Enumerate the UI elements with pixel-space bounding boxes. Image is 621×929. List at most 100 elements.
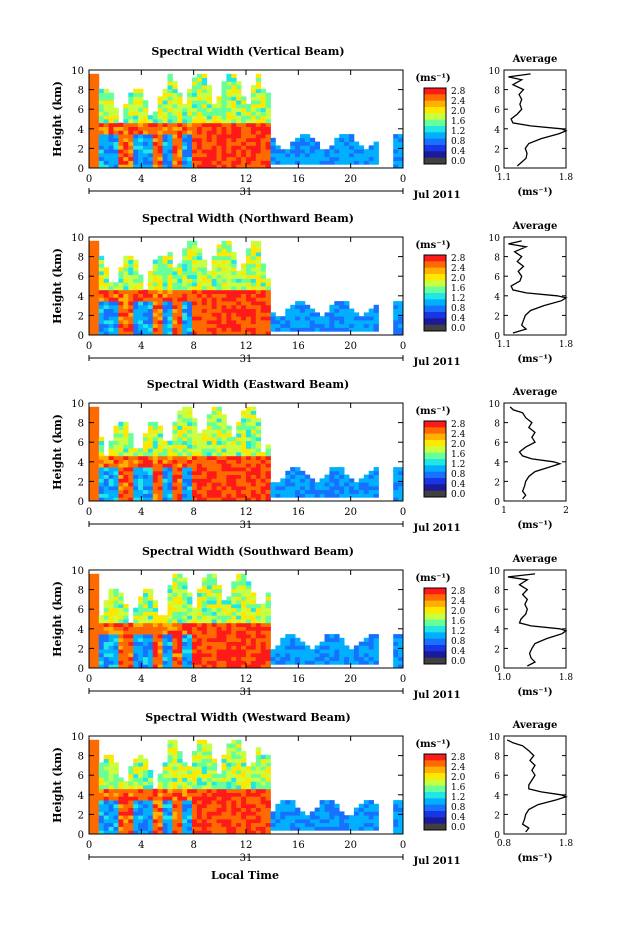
heatmap-cell (196, 758, 203, 763)
heatmap-cell (221, 119, 227, 124)
panel-2: Spectral Width (Eastward Beam)0246810Hei… (51, 378, 569, 534)
heatmap-cell (363, 649, 370, 654)
heatmap-cell (89, 630, 95, 635)
heatmap-cell (108, 96, 114, 101)
heatmap-cell (216, 455, 222, 460)
heatmap-cell (192, 815, 198, 820)
heatmap-cell (108, 463, 114, 468)
heatmap-cell (329, 160, 335, 165)
heatmap-cell (196, 255, 203, 260)
heatmap-cell (319, 482, 325, 487)
heatmap-cell (182, 126, 188, 131)
heatmap-cell (304, 304, 311, 309)
heatmap-cell (123, 630, 129, 635)
heatmap-cell (167, 278, 173, 283)
heatmap-cell (157, 304, 163, 309)
heatmap-cell (236, 160, 242, 165)
heatmap-cell (373, 803, 379, 808)
heatmap-cell (226, 323, 232, 328)
heatmap-cell (206, 482, 213, 487)
heatmap-cell (334, 137, 340, 142)
heatmap-cell (226, 297, 232, 302)
heatmap-cell (177, 414, 183, 419)
heatmap-cell (353, 822, 360, 827)
heatmap-cell (162, 92, 168, 97)
heatmap-cell (265, 664, 271, 669)
heatmap-cell (216, 130, 222, 135)
heatmap-cell (89, 255, 95, 260)
heatmap-cell (300, 478, 306, 483)
heatmap-cell (231, 301, 237, 306)
heatmap-cell (201, 85, 208, 90)
heatmap-cell (226, 463, 232, 468)
heatmap-cell (103, 649, 109, 654)
heatmap-cell (236, 282, 242, 287)
heatmap-cell (226, 796, 232, 801)
heatmap-cell (118, 611, 124, 616)
heatmap-cell (98, 134, 105, 139)
heatmap-cell (123, 319, 129, 325)
heatmap-cell (196, 664, 203, 669)
heatmap-cell (118, 316, 124, 321)
heatmap-cell (172, 577, 178, 582)
heatmap-cell (98, 137, 105, 142)
heatmap-cell (260, 463, 266, 468)
heatmap-cell (270, 811, 276, 816)
heatmap-cell (246, 418, 252, 423)
heatmap-cell (108, 792, 114, 797)
heatmap-cell (138, 630, 144, 635)
heatmap-cell (393, 304, 399, 309)
heatmap-cell (196, 436, 203, 442)
heatmap-cell (221, 652, 227, 658)
heatmap-cell (143, 115, 149, 120)
heatmap-cell (319, 478, 325, 483)
heatmap-cell (89, 421, 95, 426)
heatmap-cell (211, 418, 217, 423)
heatmap-cell (349, 134, 355, 139)
heatmap-cell (167, 785, 173, 790)
heatmap-cell (123, 263, 129, 268)
heatmap-cell (250, 149, 257, 154)
heatmap-cell (182, 664, 188, 669)
heatmap-cell (201, 497, 208, 502)
heatmap-cell (241, 815, 247, 820)
heatmap-cell (108, 489, 114, 494)
heatmap-cell (231, 603, 237, 609)
heatmap-cell (226, 255, 232, 260)
heatmap-cell (255, 773, 262, 778)
panel-0: Spectral Width (Vertical Beam)0246810Hei… (51, 45, 573, 201)
heatmap-cell (221, 160, 227, 165)
heatmap-cell (260, 111, 266, 116)
heatmap-cell (324, 323, 330, 328)
heatmap-cell (255, 652, 262, 658)
heatmap-cell (221, 164, 227, 169)
heatmap-cell (344, 660, 350, 665)
heatmap-cell (98, 444, 105, 449)
heatmap-cell (265, 304, 271, 309)
heatmap-cell (182, 611, 188, 616)
heatmap-cell (143, 107, 149, 112)
heatmap-cell (241, 493, 247, 498)
heatmap-cell (334, 811, 340, 816)
heatmap-cell (246, 637, 252, 642)
heatmap-cell (182, 107, 188, 112)
heatmap-cell (167, 649, 173, 654)
heatmap-cell (113, 641, 119, 646)
heatmap-cell (393, 478, 399, 483)
heatmap-cell (196, 470, 203, 475)
heatmap-cell (255, 634, 262, 639)
heatmap-cell (192, 297, 198, 302)
heatmap-cell (187, 156, 193, 161)
heatmap-cell (250, 418, 257, 423)
heatmap-cell (93, 440, 100, 445)
heatmap-cell (128, 788, 134, 793)
heatmap-cell (93, 830, 100, 835)
heatmap-cell (314, 141, 320, 146)
heatmap-cell (167, 603, 173, 609)
profile-unit: (ms⁻¹) (517, 520, 552, 531)
heatmap-cell (182, 497, 188, 502)
heatmap-cell (138, 815, 144, 820)
heatmap-cell (93, 164, 100, 169)
heatmap-cell (98, 634, 105, 639)
heatmap-cell (241, 156, 247, 161)
